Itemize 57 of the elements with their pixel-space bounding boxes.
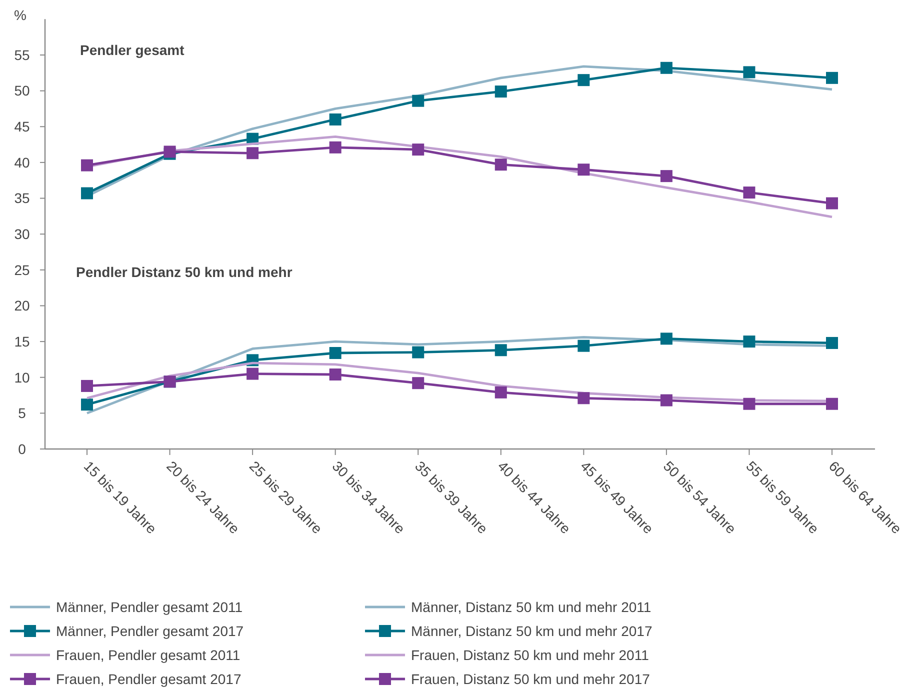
point [412,377,424,390]
legend-label: Frauen, Distanz 50 km und mehr 2017 [411,670,650,687]
legend-label: Männer, Pendler gesamt 2011 [56,598,243,615]
y-tick-label: 20 [14,298,30,314]
point [494,86,507,98]
annotation: Pendler Distanz 50 km und mehr [76,264,293,280]
point [826,336,838,349]
point [246,368,259,380]
annotation: Pendler gesamt [80,42,185,58]
y-tick-label: 55 [14,46,30,63]
point [826,197,838,210]
point [81,398,93,411]
y-axis-title: % [14,7,26,23]
point [578,392,590,404]
point [660,332,672,345]
point [81,187,93,200]
y-tick-label: 45 [14,118,30,135]
point [578,340,590,352]
legend-label: Frauen, Pendler gesamt 2011 [56,646,240,663]
point [329,368,342,380]
point [743,66,756,78]
y-tick-label: 50 [14,82,30,99]
point [660,62,672,74]
legend-label: Frauen, Pendler gesamt 2017 [56,670,242,687]
y-tick-label: 10 [14,369,30,386]
y-tick-label: 35 [14,190,30,206]
legend-label: Männer, Distanz 50 km und mehr 2017 [411,622,652,639]
point [743,186,756,199]
point [81,159,93,172]
y-tick-label: 40 [14,154,30,170]
y-tick-label: 30 [14,226,30,242]
point [329,141,342,154]
legend-label: Männer, Pendler gesamt 2017 [56,622,244,639]
point [826,72,838,84]
point [81,380,93,392]
point [743,336,756,348]
point [412,94,424,107]
y-tick-label: 0 [18,440,26,457]
y-tick-label: 15 [14,333,30,350]
point [329,113,342,126]
point [412,346,424,358]
point [412,144,424,156]
point [660,170,672,182]
point [660,394,672,406]
y-tick-label: 5 [18,405,26,422]
y-tick-label: 25 [14,262,30,278]
point [826,398,838,410]
point [494,344,507,356]
point [494,158,507,171]
point [578,164,590,176]
point [494,386,507,398]
point [578,74,590,86]
legend-label: Frauen, Distanz 50 km und mehr 2011 [411,646,650,663]
point [246,147,259,160]
point [743,398,756,410]
point [329,347,342,360]
legend-label: Männer, Distanz 50 km und mehr 2011 [411,598,652,615]
